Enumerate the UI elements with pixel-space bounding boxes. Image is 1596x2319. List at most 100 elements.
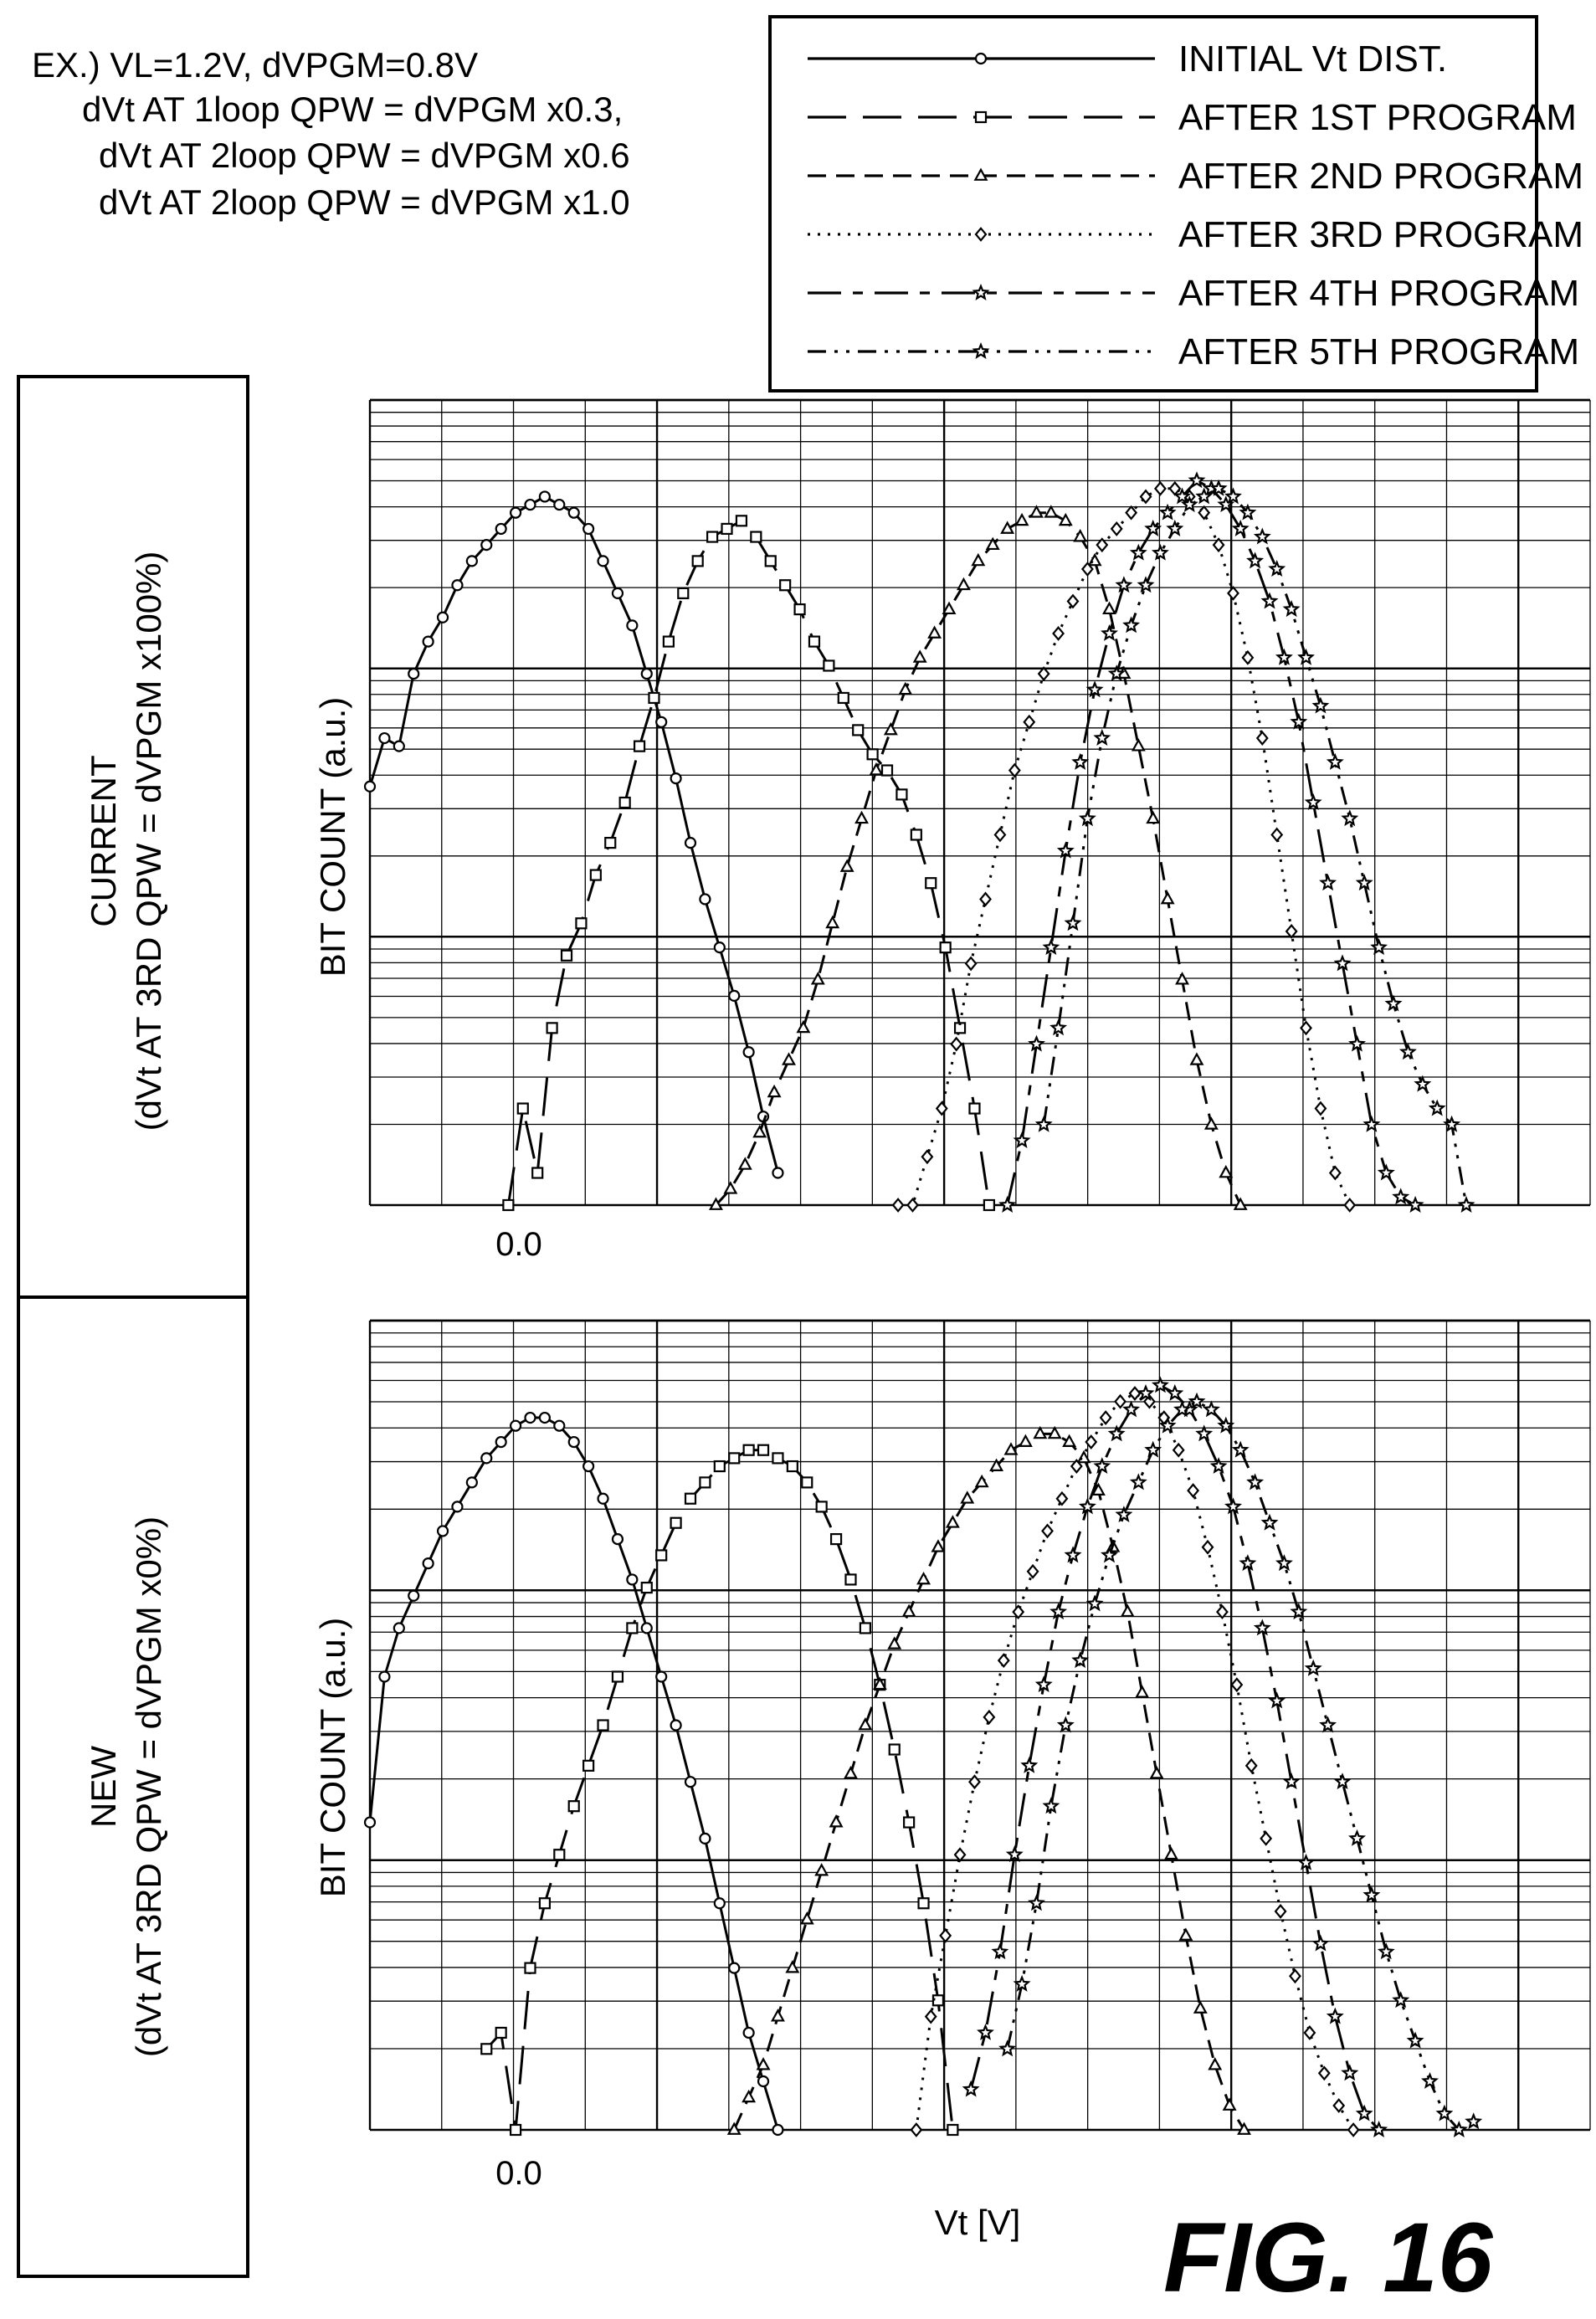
- series-point-1-3: [1142, 1393, 1156, 1409]
- series-point-0-1: [575, 917, 588, 930]
- series-point-0-2: [1058, 512, 1073, 526]
- series-line-0-1: [506, 519, 991, 1206]
- series-line-1-1: [485, 1449, 954, 2132]
- series-point-0-3: [1227, 585, 1239, 601]
- series-point-1-1: [553, 1849, 566, 1861]
- series-point-1-2: [785, 1960, 800, 1973]
- series-point-1-2: [1193, 2000, 1208, 2014]
- series-point-0-2: [898, 681, 913, 695]
- series-point-1-1: [495, 2026, 507, 2039]
- series-point-1-3: [1172, 1442, 1185, 1458]
- series-point-1-2: [1164, 1846, 1178, 1860]
- series-point-1-0: [684, 1776, 697, 1788]
- series-point-1-4: [1239, 1554, 1257, 1572]
- series-point-0-0: [713, 941, 726, 954]
- series-point-1-2: [960, 1490, 975, 1504]
- series-point-1-3: [1085, 1434, 1098, 1449]
- series-point-0-3: [1008, 762, 1021, 778]
- chart-new-xlabel: Vt [V]: [935, 2203, 1021, 2242]
- series-point-1-5: [1275, 1554, 1293, 1572]
- series-point-0-5: [1253, 527, 1271, 545]
- series-point-0-5: [1311, 696, 1330, 714]
- series-line-1-4: [969, 1383, 1380, 2132]
- series-point-1-1: [815, 1501, 828, 1513]
- series-point-1-5: [1217, 1416, 1235, 1434]
- series-point-0-3: [906, 1198, 919, 1213]
- series-point-1-5: [1158, 1416, 1177, 1434]
- series-point-0-3: [1052, 626, 1065, 641]
- series-point-1-0: [509, 1419, 522, 1432]
- series-point-0-4: [1071, 752, 1090, 770]
- legend-label-3rd: AFTER 3RD PROGRAM: [1178, 214, 1583, 255]
- series-point-1-2: [1208, 2057, 1223, 2070]
- series-point-1-0: [495, 1435, 507, 1449]
- series-point-0-3: [1139, 489, 1152, 505]
- chart-current-ylabel: BIT COUNT (a.u.): [313, 697, 352, 977]
- series-point-1-4: [1341, 2064, 1359, 2081]
- series-point-0-2: [1175, 972, 1190, 985]
- series-line-1-2: [732, 1432, 1245, 2131]
- series-point-1-3: [1055, 1490, 1069, 1506]
- series-point-1-5: [1465, 2112, 1483, 2130]
- series-point-0-3: [1037, 666, 1050, 681]
- chart-new-xtick-0: 0.0: [495, 2155, 542, 2192]
- series-point-1-1: [903, 1816, 916, 1829]
- series-point-0-4: [1013, 1131, 1031, 1148]
- series-point-0-1: [808, 635, 821, 648]
- series-point-0-4: [1260, 592, 1279, 609]
- series-point-0-5: [1355, 874, 1373, 891]
- series-point-1-1: [597, 1719, 609, 1732]
- row-label-new: NEW (dVt AT 3RD QPW = dVPGM x0%): [84, 1516, 168, 2057]
- series-point-0-2: [839, 859, 854, 872]
- series-point-1-0: [611, 1532, 624, 1546]
- series-point-1-2: [1120, 1603, 1135, 1618]
- series-point-0-2: [942, 601, 957, 615]
- series-line-0-2: [715, 511, 1242, 1207]
- series-point-1-5: [1319, 1716, 1337, 1733]
- series-point-0-2: [1073, 529, 1088, 542]
- series-point-0-3: [1241, 649, 1255, 665]
- series-point-1-3: [997, 1653, 1010, 1669]
- series-point-0-5: [1398, 1043, 1417, 1060]
- legend-marker-0: [974, 52, 988, 65]
- series-point-0-2: [1233, 1197, 1248, 1210]
- legend-label-1st: AFTER 1ST PROGRAM: [1178, 97, 1577, 138]
- series-point-1-4: [1311, 1934, 1330, 1952]
- series-point-1-1: [611, 1670, 624, 1683]
- series-point-1-2: [1047, 1425, 1062, 1439]
- series-point-0-0: [626, 619, 639, 632]
- series-point-1-1: [684, 1492, 697, 1505]
- series-point-1-2: [1091, 1482, 1106, 1496]
- series-point-1-1: [713, 1460, 726, 1473]
- series-point-1-5: [1435, 2104, 1454, 2121]
- series-point-1-0: [363, 1816, 377, 1829]
- series-point-1-3: [1026, 1563, 1039, 1579]
- series-point-1-0: [451, 1501, 464, 1513]
- series-point-0-4: [1042, 938, 1060, 956]
- series-point-0-1: [968, 1102, 981, 1115]
- series-point-0-5: [1239, 503, 1257, 521]
- series-point-1-2: [1149, 1766, 1164, 1779]
- series-point-0-4: [1158, 503, 1177, 521]
- series-point-0-2: [782, 1052, 796, 1065]
- series-line-1-5: [1006, 1400, 1475, 2132]
- series-point-0-2: [825, 915, 840, 929]
- series-point-0-4: [1333, 954, 1352, 972]
- series-line-0-3: [898, 487, 1352, 1207]
- series-point-1-5: [1304, 1659, 1322, 1676]
- series-point-1-3: [1187, 1483, 1200, 1498]
- series-point-0-1: [502, 1198, 515, 1212]
- series-point-0-0: [640, 667, 653, 680]
- series-point-1-1: [947, 2123, 959, 2137]
- series-point-0-0: [655, 716, 668, 728]
- series-point-1-1: [640, 1582, 653, 1594]
- chart-new: BIT COUNT (a.u.) 0.0 Vt [V]: [313, 1319, 1591, 2242]
- series-point-1-5: [1028, 1894, 1045, 1911]
- series-point-1-1: [801, 1476, 813, 1489]
- series-point-1-0: [699, 1832, 711, 1844]
- series-point-1-0: [772, 2123, 784, 2137]
- series-point-1-1: [917, 1897, 930, 1910]
- series-point-1-0: [655, 1670, 668, 1683]
- series-point-0-2: [971, 552, 986, 567]
- series-point-0-4: [1319, 874, 1337, 891]
